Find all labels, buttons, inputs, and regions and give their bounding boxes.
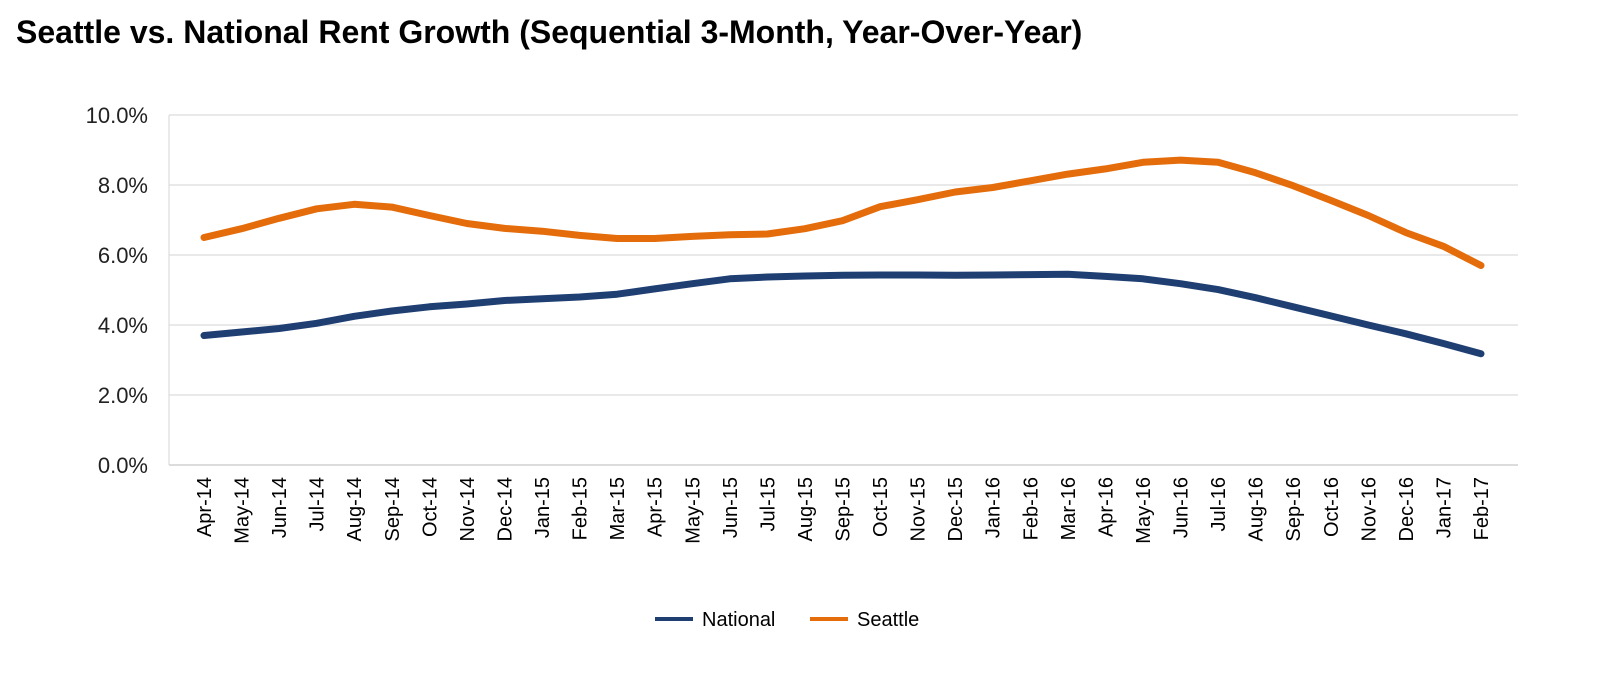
x-tick-label: May-14 — [232, 477, 254, 544]
y-tick-label: 10.0% — [86, 103, 148, 128]
y-tick-label: 0.0% — [98, 453, 148, 478]
x-tick-label: Dec-16 — [1396, 477, 1418, 541]
x-tick-label: Aug-14 — [344, 477, 366, 542]
x-tick-label: Dec-15 — [945, 477, 967, 541]
x-tick-label: Apr-14 — [194, 477, 216, 537]
x-tick-label: Jun-15 — [720, 477, 742, 538]
y-axis-tick-labels: 0.0% 2.0% 4.0% 6.0% 8.0% 10.0% — [86, 103, 148, 478]
x-tick-label: Feb-16 — [1020, 477, 1042, 540]
x-tick-label: Jul-14 — [307, 477, 329, 531]
y-tick-label: 2.0% — [98, 383, 148, 408]
x-tick-label: Jul-15 — [757, 477, 779, 531]
x-tick-label: Nov-15 — [908, 477, 930, 541]
x-tick-label: Nov-14 — [457, 477, 479, 541]
series-lines — [200, 156, 1485, 358]
legend-label-seattle: Seattle — [857, 609, 919, 631]
x-tick-label: Jun-14 — [269, 477, 291, 538]
x-tick-label: Jul-16 — [1208, 477, 1230, 531]
x-tick-label: Oct-16 — [1321, 477, 1343, 537]
chart-title: Seattle vs. National Rent Growth (Sequen… — [16, 14, 1083, 50]
x-tick-label: May-15 — [682, 477, 704, 544]
x-tick-label: Jan-16 — [983, 477, 1005, 538]
x-tick-label: Oct-15 — [870, 477, 892, 537]
y-tick-label: 8.0% — [98, 173, 148, 198]
y-tick-label: 6.0% — [98, 243, 148, 268]
x-tick-label: Aug-16 — [1246, 477, 1268, 542]
x-axis-tick-labels: Apr-14 May-14 Jun-14 Jul-14 Aug-14 Sep-14 Oct-… — [194, 477, 1493, 544]
x-tick-label: Dec-14 — [494, 477, 516, 541]
x-tick-label: Sep-15 — [833, 477, 855, 542]
x-tick-label: Sep-16 — [1283, 477, 1305, 542]
series-line-national — [200, 270, 1485, 358]
x-tick-label: Aug-15 — [795, 477, 817, 542]
y-tick-label: 4.0% — [98, 313, 148, 338]
x-tick-label: Sep-14 — [382, 477, 404, 542]
legend-label-national: National — [702, 609, 775, 631]
x-tick-label: Apr-15 — [645, 477, 667, 537]
x-tick-label: Oct-14 — [419, 477, 441, 537]
x-tick-label: Mar-15 — [607, 477, 629, 540]
x-tick-label: May-16 — [1133, 477, 1155, 544]
x-tick-label: Mar-16 — [1058, 477, 1080, 540]
x-tick-label: Jan-17 — [1433, 477, 1455, 538]
series-line-seattle — [200, 156, 1485, 269]
x-tick-label: Jun-16 — [1171, 477, 1193, 538]
gridlines — [168, 114, 1518, 466]
x-tick-label: Feb-17 — [1471, 477, 1493, 540]
legend: National Seattle — [655, 609, 919, 631]
x-tick-label: Apr-16 — [1095, 477, 1117, 537]
x-tick-label: Feb-15 — [570, 477, 592, 540]
x-tick-label: Jan-15 — [532, 477, 554, 538]
x-tick-label: Nov-16 — [1358, 477, 1380, 541]
